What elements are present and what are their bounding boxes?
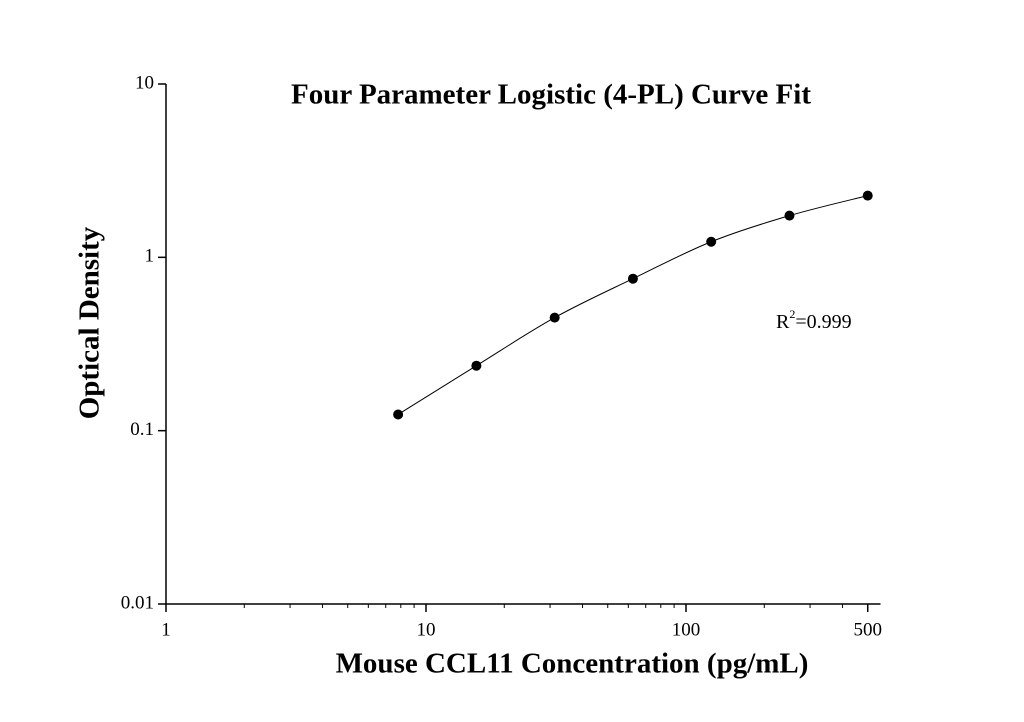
x-axis-label: Mouse CCL11 Concentration (pg/mL) bbox=[336, 648, 809, 680]
x-tick-label: 100 bbox=[672, 619, 701, 640]
x-tick-label: 500 bbox=[853, 619, 882, 640]
annotation: R2=0.999 bbox=[776, 307, 852, 333]
x-tick-label: 1 bbox=[161, 619, 171, 640]
annotation-base: R bbox=[776, 311, 790, 333]
fit-curve bbox=[397, 195, 868, 415]
data-point bbox=[393, 409, 404, 420]
chart-title: Four Parameter Logistic (4-PL) Curve Fit bbox=[291, 79, 811, 111]
y-tick-label: 1 bbox=[145, 246, 155, 267]
data-point bbox=[471, 360, 482, 371]
annotation-rest: =0.999 bbox=[795, 311, 851, 333]
data-point bbox=[784, 210, 795, 221]
data-point bbox=[549, 312, 560, 323]
data-point bbox=[627, 273, 638, 284]
data-point bbox=[862, 190, 873, 201]
y-tick-label: 0.1 bbox=[130, 419, 154, 440]
x-tick-label: 10 bbox=[417, 619, 436, 640]
y-axis-label: Optical Density bbox=[74, 226, 106, 419]
y-tick-label: 0.01 bbox=[121, 592, 154, 613]
data-point bbox=[706, 236, 717, 247]
y-tick-label: 10 bbox=[135, 72, 154, 93]
annotation-sup: 2 bbox=[789, 307, 795, 321]
